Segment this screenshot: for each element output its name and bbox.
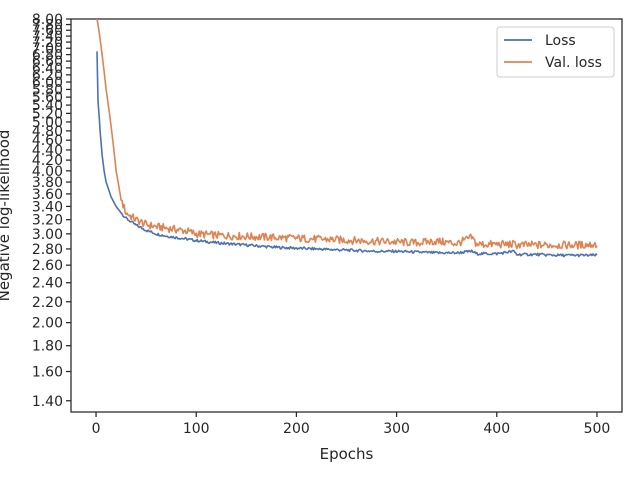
x-tick-label: 100 xyxy=(183,421,210,437)
y-tick-label: 7.60 xyxy=(32,23,63,39)
y-tick-label: 6.60 xyxy=(32,54,63,70)
y-tick-label: 4.20 xyxy=(32,153,63,169)
series-line-1 xyxy=(96,18,598,250)
x-tick-label: 0 xyxy=(92,421,101,437)
y-tick-label: 6.20 xyxy=(32,68,63,84)
x-tick-label: 300 xyxy=(383,421,410,437)
y-tick-label: 2.00 xyxy=(32,316,63,332)
y-tick-label: 5.80 xyxy=(32,82,63,98)
legend-label-0: Loss xyxy=(545,33,576,49)
x-tick-label: 400 xyxy=(483,421,510,437)
y-tick-label: 1.40 xyxy=(32,394,63,410)
y-tick-label: 8.00 xyxy=(32,12,63,28)
y-tick-label: 4.80 xyxy=(32,124,63,140)
y-tick-label: 1.80 xyxy=(32,339,63,355)
y-tick-label: 4.40 xyxy=(32,143,63,159)
y-tick-label: 3.60 xyxy=(32,187,63,203)
y-tick-label: 2.80 xyxy=(32,242,63,258)
x-tick-label: 500 xyxy=(584,421,611,437)
y-tick-label: 4.60 xyxy=(32,133,63,149)
y-tick-label: 2.60 xyxy=(32,258,63,274)
y-axis: 1.40 1.60 1.80 2.00 2.20 2.40 2.602.803.003.20… xyxy=(32,12,71,410)
y-tick-label: 3.00 xyxy=(32,227,63,243)
y-tick-label: 7.80 xyxy=(32,18,63,34)
series-layer xyxy=(96,18,598,258)
y-tick-label: 5.20 xyxy=(32,106,63,122)
axes-frame xyxy=(70,18,623,413)
y-tick-label: 4.00 xyxy=(32,164,63,180)
y-axis-label: Negative log-likelihood xyxy=(0,130,13,302)
y-tick-label: 7.00 xyxy=(32,41,63,57)
legend: Loss Val. loss xyxy=(496,26,615,78)
y-tick-label: 5.00 xyxy=(32,115,63,131)
x-axis: 0 100 200 300 400 500 xyxy=(92,412,611,437)
y-tick-label: 3.20 xyxy=(32,213,63,229)
y-tick-label: 1.60 xyxy=(32,365,63,381)
y-tick-label: 2.20 xyxy=(32,295,63,311)
y-tick-label: 6.40 xyxy=(32,61,63,77)
y-tick-label: 6.80 xyxy=(32,48,63,64)
y-tick-label: 7.40 xyxy=(32,29,63,45)
x-tick-label: 200 xyxy=(283,421,310,437)
y-tick-label: 3.40 xyxy=(32,199,63,215)
y-tick-label: 3.80 xyxy=(32,175,63,191)
y-tick-label: 7.20 xyxy=(32,35,63,51)
series-line-0 xyxy=(96,51,598,258)
x-axis-label: Epochs xyxy=(320,445,374,463)
legend-label-1: Val. loss xyxy=(545,55,602,71)
plot-area xyxy=(70,18,623,413)
y-tick-label: 6.00 xyxy=(32,75,63,91)
y-tick-label: 2.40 xyxy=(32,276,63,292)
y-tick-label: 5.60 xyxy=(32,90,63,106)
y-tick-label: 5.40 xyxy=(32,98,63,114)
